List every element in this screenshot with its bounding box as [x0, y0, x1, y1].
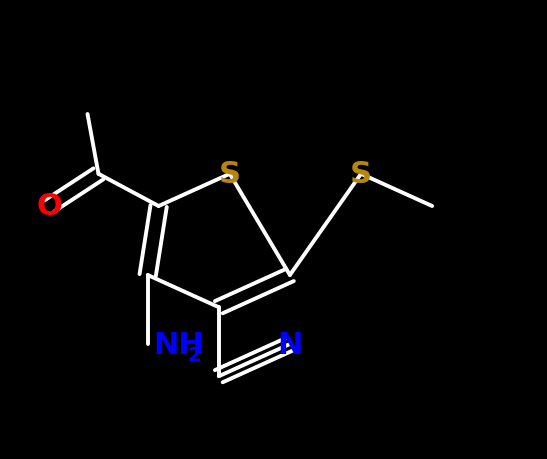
Text: NH: NH [153, 330, 204, 359]
Text: 2: 2 [188, 345, 201, 364]
Text: N: N [277, 330, 302, 359]
Text: S: S [219, 160, 241, 189]
Text: S: S [350, 160, 372, 189]
Text: O: O [36, 192, 62, 221]
